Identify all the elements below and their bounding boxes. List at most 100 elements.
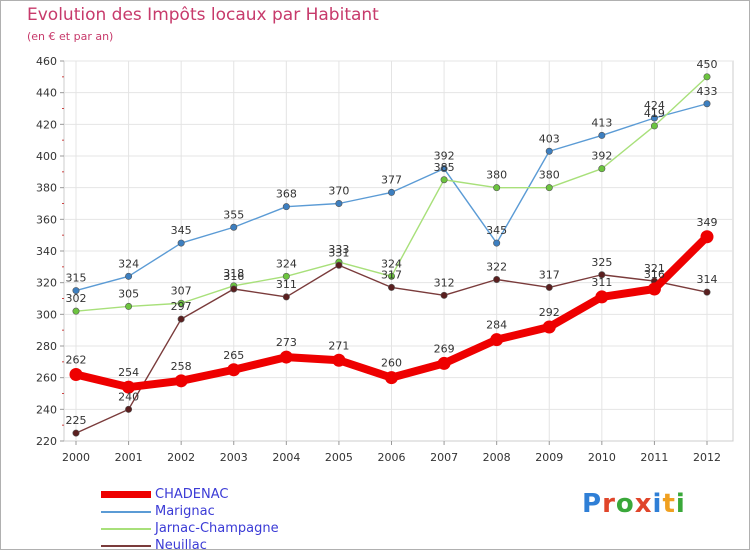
data-label-neuillac: 314: [697, 273, 718, 286]
y-tick-label: 440: [36, 87, 57, 100]
data-point-neuillac: [335, 261, 343, 269]
data-label-chadenac: 349: [697, 216, 718, 229]
data-point-neuillac: [230, 285, 238, 293]
proxiti-logo: Proxiti: [582, 489, 686, 519]
data-label-jarnac-champagne: 307: [171, 284, 192, 297]
x-tick-label: 2012: [693, 451, 721, 464]
data-point-marignac: [125, 272, 133, 280]
data-label-jarnac-champagne: 450: [697, 58, 718, 71]
data-label-marignac: 355: [223, 208, 244, 221]
legend: CHADENAC Marignac Jarnac-Champagne Neuil…: [101, 486, 279, 554]
data-label-chadenac: 269: [434, 342, 455, 355]
chart-subtitle: (en € et par an): [27, 30, 114, 43]
data-point-chadenac: [542, 320, 556, 334]
data-label-marignac: 345: [171, 224, 192, 237]
x-tick-label: 2003: [220, 451, 248, 464]
data-label-jarnac-champagne: 333: [328, 243, 349, 256]
y-axis: 220 240 260 280 300 320 340 360 380 400 420 440 460: [36, 55, 64, 448]
data-label-chadenac: 316: [644, 268, 665, 281]
x-tick-label: 2007: [430, 451, 458, 464]
data-label-jarnac-champagne: 324: [276, 257, 297, 270]
data-point-marignac: [177, 239, 185, 247]
x-tick-label: 2010: [588, 451, 616, 464]
y-tick-label: 340: [36, 245, 57, 258]
data-label-marignac: 345: [486, 224, 507, 237]
data-label-marignac: 424: [644, 99, 665, 112]
data-label-chadenac: 273: [276, 336, 297, 349]
data-point-marignac: [703, 100, 711, 108]
data-point-marignac: [387, 188, 395, 196]
data-label-jarnac-champagne: 392: [591, 150, 612, 163]
logo-letter: P: [582, 489, 603, 519]
data-label-jarnac-champagne: 324: [381, 257, 402, 270]
grid-layer: [64, 60, 733, 441]
chart-title: Evolution des Impôts locaux par Habitant: [27, 5, 379, 25]
data-point-jarnac-champagne: [598, 165, 606, 173]
legend-label-neuillac: Neuillac: [155, 538, 207, 553]
data-label-jarnac-champagne: 318: [223, 267, 244, 280]
y-tick-label: 320: [36, 277, 57, 290]
legend-swatch-neuillac: [101, 544, 151, 547]
data-point-neuillac: [387, 283, 395, 291]
data-label-chadenac: 258: [171, 360, 192, 373]
x-tick-label: 2004: [272, 451, 300, 464]
legend-item-jarnac-champagne: Jarnac-Champagne: [101, 520, 279, 537]
y-tick-label: 260: [36, 372, 57, 385]
data-point-marignac: [335, 200, 343, 208]
data-point-neuillac: [493, 275, 501, 283]
data-label-neuillac: 316: [223, 270, 244, 283]
x-tick-label: 2009: [535, 451, 563, 464]
data-label-neuillac: 297: [171, 300, 192, 313]
y-tick-label: 400: [36, 150, 57, 163]
logo-letter: x: [634, 489, 653, 519]
legend-label-marignac: Marignac: [155, 504, 215, 519]
data-label-neuillac: 312: [434, 276, 455, 289]
data-point-marignac: [598, 131, 606, 139]
y-tick-label: 300: [36, 308, 57, 321]
data-point-chadenac: [700, 230, 714, 244]
data-point-chadenac: [385, 371, 398, 385]
data-label-neuillac: 317: [539, 268, 560, 281]
data-labels-layer: 315 324 345 355 368 370 377 392 345 403 413 424 433 3…: [66, 58, 718, 427]
y-tick-label: 220: [36, 435, 57, 448]
data-point-chadenac: [595, 290, 609, 304]
data-point-marignac: [493, 239, 501, 247]
data-label-marignac: 368: [276, 188, 297, 201]
data-label-jarnac-champagne: 385: [434, 161, 455, 174]
data-label-chadenac: 292: [539, 306, 560, 319]
data-label-marignac: 433: [697, 85, 718, 98]
legend-item-neuillac: Neuillac: [101, 537, 279, 554]
data-label-chadenac: 262: [66, 354, 87, 367]
data-label-marignac: 370: [328, 185, 349, 198]
data-label-jarnac-champagne: 380: [486, 169, 507, 182]
data-point-chadenac: [122, 380, 136, 394]
data-label-marignac: 413: [591, 116, 612, 129]
data-point-chadenac: [69, 368, 83, 381]
data-point-marignac: [230, 223, 238, 231]
data-point-chadenac: [227, 363, 241, 377]
x-tick-label: 2001: [115, 451, 143, 464]
data-label-chadenac: 271: [328, 339, 349, 352]
data-point-jarnac-champagne: [177, 299, 185, 307]
data-point-marignac: [545, 147, 553, 155]
x-tick-label: 2011: [640, 451, 668, 464]
logo-letter: t: [662, 489, 676, 519]
data-label-marignac: 377: [381, 173, 402, 186]
logo-letter: i: [652, 489, 663, 519]
data-point-neuillac: [545, 283, 553, 291]
y-tick-label: 420: [36, 118, 57, 131]
data-point-marignac: [440, 165, 448, 173]
data-point-jarnac-champagne: [125, 302, 133, 310]
data-label-chadenac: 265: [223, 349, 244, 362]
data-label-neuillac: 225: [66, 414, 87, 427]
data-label-neuillac: 240: [118, 390, 139, 403]
data-point-chadenac: [437, 356, 451, 370]
data-label-marignac: 392: [434, 150, 455, 163]
data-label-jarnac-champagne: 305: [118, 287, 139, 300]
data-point-jarnac-champagne: [703, 73, 711, 81]
legend-label-jarnac-champagne: Jarnac-Champagne: [155, 521, 279, 536]
data-point-neuillac: [440, 291, 448, 299]
legend-swatch-chadenac: [101, 491, 151, 498]
